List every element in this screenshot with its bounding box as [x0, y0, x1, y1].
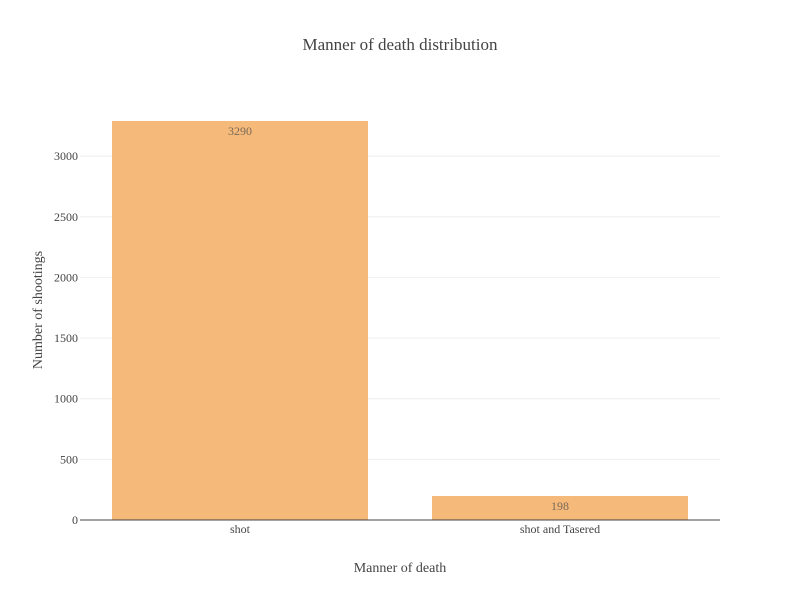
y-axis-ticks: 0 500 1000 1500 2000 2500 3000: [54, 149, 78, 527]
x-axis-ticks: shot shot and Tasered: [230, 522, 600, 536]
y-tick-label: 2500: [54, 210, 78, 224]
bar-value-label: 3290: [228, 124, 252, 138]
x-tick-label: shot: [230, 522, 251, 536]
y-tick-label: 1000: [54, 392, 78, 406]
bar-shot-and-tasered[interactable]: [432, 495, 688, 520]
y-tick-label: 2000: [54, 270, 78, 284]
y-axis-title: Number of shootings: [31, 251, 46, 369]
chart-title: Manner of death distribution: [303, 35, 498, 54]
y-tick-label: 3000: [54, 149, 78, 163]
x-tick-label: shot and Tasered: [520, 522, 600, 536]
y-tick-label: 500: [60, 452, 78, 466]
x-axis-title: Manner of death: [354, 561, 447, 576]
y-tick-label: 1500: [54, 331, 78, 345]
bar-value-label: 198: [551, 499, 569, 513]
y-tick-label: 0: [72, 513, 78, 527]
bar-shot[interactable]: [112, 120, 368, 520]
bars: [112, 120, 688, 520]
data-labels: 3290 198: [228, 124, 569, 513]
